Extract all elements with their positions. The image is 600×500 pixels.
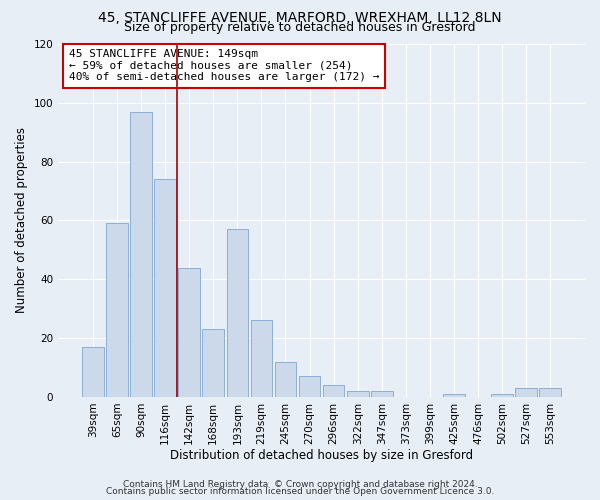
Text: 45 STANCLIFFE AVENUE: 149sqm
← 59% of detached houses are smaller (254)
40% of s: 45 STANCLIFFE AVENUE: 149sqm ← 59% of de…	[69, 50, 379, 82]
Text: Size of property relative to detached houses in Gresford: Size of property relative to detached ho…	[124, 22, 476, 35]
Bar	[515, 388, 537, 397]
Bar	[371, 391, 392, 397]
Bar	[202, 330, 224, 397]
Y-axis label: Number of detached properties: Number of detached properties	[15, 128, 28, 314]
Bar	[323, 385, 344, 397]
Bar	[275, 362, 296, 397]
Bar	[491, 394, 513, 397]
Bar	[154, 180, 176, 397]
Bar	[539, 388, 561, 397]
Text: Contains public sector information licensed under the Open Government Licence 3.: Contains public sector information licen…	[106, 487, 494, 496]
Text: 45, STANCLIFFE AVENUE, MARFORD, WREXHAM, LL12 8LN: 45, STANCLIFFE AVENUE, MARFORD, WREXHAM,…	[98, 11, 502, 25]
Bar	[178, 268, 200, 397]
X-axis label: Distribution of detached houses by size in Gresford: Distribution of detached houses by size …	[170, 450, 473, 462]
Bar	[299, 376, 320, 397]
Bar	[82, 347, 104, 397]
Bar	[106, 224, 128, 397]
Bar	[227, 230, 248, 397]
Bar	[130, 112, 152, 397]
Bar	[251, 320, 272, 397]
Bar	[347, 391, 368, 397]
Bar	[443, 394, 465, 397]
Text: Contains HM Land Registry data  © Crown copyright and database right 2024.: Contains HM Land Registry data © Crown c…	[122, 480, 478, 489]
